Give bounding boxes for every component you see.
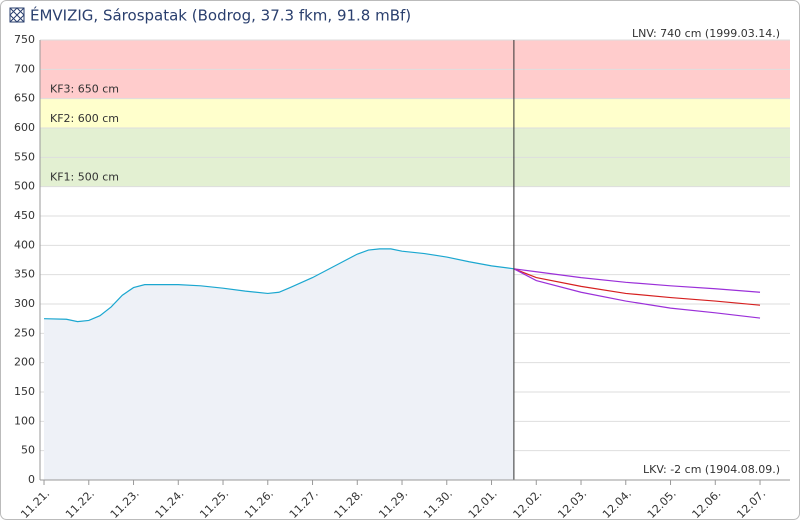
line [513, 268, 761, 293]
annotation: LNV: 740 cm (1999.03.14.) [632, 27, 780, 40]
y-tick-label: 100 [14, 414, 35, 427]
y-tick-label: 150 [14, 385, 35, 398]
y-tick-label: 450 [14, 209, 35, 222]
y-tick-label: 650 [14, 92, 35, 105]
line [513, 268, 761, 319]
y-tick-label: 250 [14, 326, 35, 339]
logo [9, 7, 25, 23]
line [44, 248, 514, 323]
y-tick-label: 550 [14, 150, 35, 163]
band-label: KF3: 650 cm [50, 83, 119, 96]
alert-band [40, 98, 790, 128]
line [513, 268, 761, 306]
chart-title: ÉMVIZIG, Sárospatak (Bodrog, 37.3 fkm, 9… [30, 6, 411, 25]
y-tick-label: 350 [14, 268, 35, 281]
y-tick-label: 600 [14, 121, 35, 134]
band-label: KF2: 600 cm [50, 112, 119, 125]
y-tick-label: 200 [14, 356, 35, 369]
y-tick-label: 500 [14, 180, 35, 193]
band-label: KF1: 500 cm [50, 171, 119, 184]
area [44, 248, 514, 480]
y-tick-label: 300 [14, 297, 35, 310]
y-tick-label: 0 [28, 473, 35, 486]
y-tick-label: 750 [14, 33, 35, 46]
y-tick-label: 400 [14, 238, 35, 251]
y-tick-label: 50 [21, 444, 35, 457]
annotation: LKV: -2 cm (1904.08.09.) [643, 463, 780, 476]
y-tick-label: 700 [14, 62, 35, 75]
